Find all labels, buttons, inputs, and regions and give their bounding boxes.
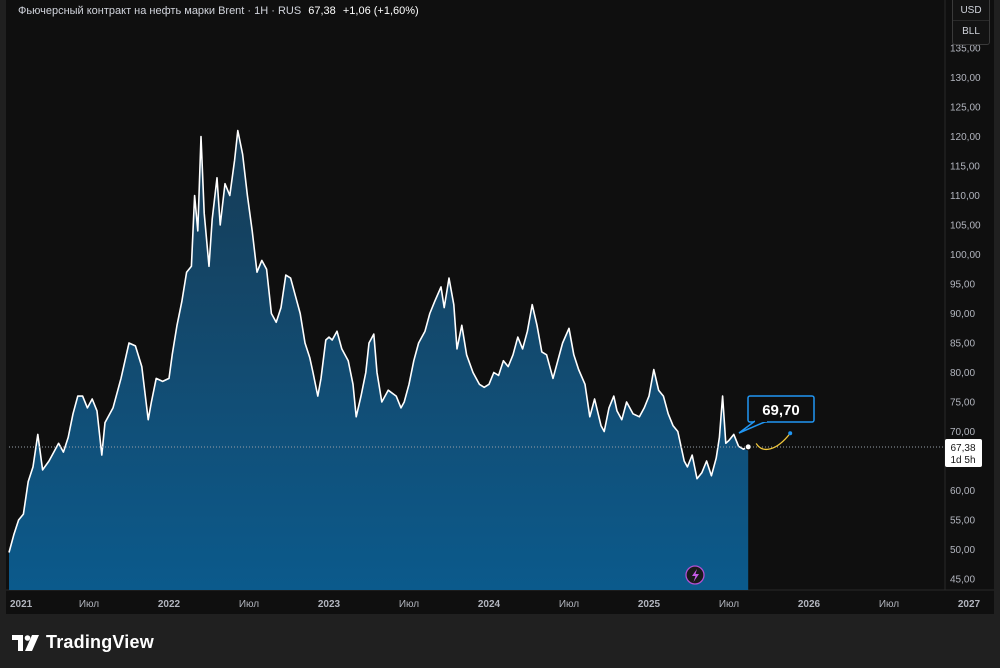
time-tick-label: Июл xyxy=(239,599,259,610)
last-price-tag-value: 67,38 xyxy=(950,443,975,454)
time-tick-label: 2023 xyxy=(318,599,341,610)
price-line xyxy=(8,129,749,553)
price-tick-label: 45,00 xyxy=(950,575,975,586)
last-price-dot xyxy=(744,443,752,451)
time-tick-label: 2022 xyxy=(158,599,181,610)
price-tick-label: 70,00 xyxy=(950,427,975,438)
currency-label[interactable]: USD xyxy=(960,5,982,16)
price-change: +1,06 (+1,60%) xyxy=(342,5,419,17)
price-tick-label: 125,00 xyxy=(950,103,981,114)
time-tick-label: Июл xyxy=(719,599,739,610)
forecast-curve xyxy=(755,432,791,451)
last-price-tag: 67,38 1d 5h xyxy=(945,439,982,467)
currency-unit-switch[interactable]: USD BLL xyxy=(952,0,990,45)
forecast-target-dot xyxy=(788,431,793,436)
price-tick-label: 55,00 xyxy=(950,516,975,527)
time-axis: 2021 Июл 2022 Июл 2023 Июл 2024 Июл 2025 Июл 2026 И… xyxy=(10,599,981,610)
price-tick-label: 135,00 xyxy=(950,44,981,55)
price-tick-label: 75,00 xyxy=(950,398,975,409)
area-fill xyxy=(9,130,749,590)
lightning-icon xyxy=(692,569,699,582)
price-tick-label: 85,00 xyxy=(950,339,975,350)
chart-legend: Фьючерсный контракт на нефть марки Brent… xyxy=(18,5,419,17)
price-chart[interactable]: 45,0050,0055,0060,0065,0070,0075,0080,00… xyxy=(6,0,994,614)
last-price: 67,38 xyxy=(308,5,336,17)
forecast-value: 69,70 xyxy=(762,402,800,419)
price-tick-label: 95,00 xyxy=(950,280,975,291)
bar-countdown: 1d 5h xyxy=(950,455,975,466)
price-tick-label: 110,00 xyxy=(950,191,980,202)
price-tick-label: 115,00 xyxy=(950,162,980,173)
forecast-label[interactable]: 69,70 xyxy=(738,395,815,434)
time-tick-label: 2026 xyxy=(798,599,821,610)
time-tick-label: 2021 xyxy=(10,599,33,610)
time-tick-label: Июл xyxy=(79,599,99,610)
price-tick-label: 105,00 xyxy=(950,221,981,232)
price-tick-label: 80,00 xyxy=(950,368,975,379)
time-tick-label: Июл xyxy=(559,599,579,610)
brand-name: TradingView xyxy=(46,632,154,652)
brand-logo[interactable]: TradingView xyxy=(12,632,154,653)
unit-label[interactable]: BLL xyxy=(953,20,989,41)
price-tick-label: 50,00 xyxy=(950,545,975,556)
price-axis: 45,0050,0055,0060,0065,0070,0075,0080,00… xyxy=(950,44,981,586)
price-tick-label: 130,00 xyxy=(950,73,981,84)
tradingview-logo-icon xyxy=(12,634,39,651)
time-tick-label: 2027 xyxy=(958,599,981,610)
time-tick-label: 2025 xyxy=(638,599,661,610)
price-tick-label: 90,00 xyxy=(950,309,975,320)
symbol-title: Фьючерсный контракт на нефть марки Brent… xyxy=(18,5,302,17)
time-tick-label: Июл xyxy=(399,599,419,610)
time-tick-label: 2024 xyxy=(478,599,501,610)
price-tick-label: 100,00 xyxy=(950,250,981,261)
price-tick-label: 60,00 xyxy=(950,486,975,497)
chart-pane[interactable]: 45,0050,0055,0060,0065,0070,0075,0080,00… xyxy=(6,0,994,614)
time-tick-label: Июл xyxy=(879,599,899,610)
price-tick-label: 120,00 xyxy=(950,132,981,143)
flash-button[interactable] xyxy=(685,565,705,585)
